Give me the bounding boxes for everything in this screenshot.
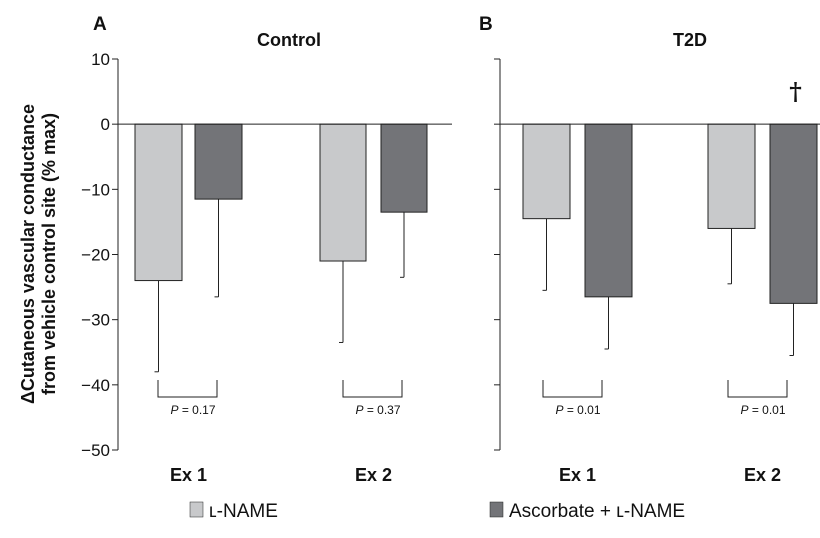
- legend-label: Ascorbate + ʟ-NAME: [509, 501, 685, 522]
- y-tick-label: 10: [91, 50, 110, 69]
- y-tick-label: −10: [81, 180, 110, 199]
- y-axis-label: ΔCutaneous vascular conductance from veh…: [18, 104, 59, 404]
- significance-bracket: [542, 380, 603, 398]
- significance-bracket: [157, 380, 218, 398]
- panel-b: B T2D P = 0.01 P = 0.01 † Ex 1 Ex 2: [479, 14, 820, 485]
- bar: [584, 123, 633, 298]
- panel-letter: A: [93, 14, 107, 35]
- x-category-label: Ex 2: [744, 465, 781, 485]
- panel-letter: B: [479, 14, 493, 35]
- legend-swatch: [489, 501, 504, 518]
- bar: [707, 123, 756, 229]
- legend-item: Ascorbate + ʟ-NAME: [489, 501, 685, 522]
- bar: [522, 123, 571, 220]
- p-value-label: P = 0.01: [555, 403, 600, 417]
- legend: ʟ-NAME Ascorbate + ʟ-NAME: [189, 501, 685, 522]
- bar: [380, 123, 428, 213]
- significance-marker: †: [789, 77, 802, 106]
- y-tick-label: −40: [81, 376, 110, 395]
- bar: [319, 123, 367, 262]
- y-axis-label-line-2: from vehicle control site (% max): [39, 113, 59, 395]
- panel-title: T2D: [673, 30, 707, 50]
- y-tick-label: −50: [81, 441, 110, 460]
- p-value-label: P = 0.01: [740, 403, 785, 417]
- legend-label: ʟ-NAME: [209, 501, 278, 522]
- panel-a: A Control 10 0 −10 −20 −30 −40 −50 P = 0.17 P = 0.…: [81, 14, 452, 485]
- y-tick-label: 0: [101, 115, 110, 134]
- significance-bracket: [342, 380, 403, 398]
- bar: [194, 123, 243, 200]
- x-category-label: Ex 1: [559, 465, 596, 485]
- bar: [134, 123, 183, 282]
- significance-bracket: [727, 380, 788, 398]
- x-category-label: Ex 1: [170, 465, 207, 485]
- y-tick-label: −30: [81, 311, 110, 330]
- p-value-label: P = 0.37: [355, 403, 400, 417]
- legend-swatch: [189, 501, 204, 518]
- y-tick-label: −20: [81, 246, 110, 265]
- y-axis-label-line-1: ΔCutaneous vascular conductance: [18, 104, 38, 404]
- legend-item: ʟ-NAME: [189, 501, 278, 522]
- x-category-label: Ex 2: [355, 465, 392, 485]
- p-value-label: P = 0.17: [170, 403, 215, 417]
- panel-title: Control: [257, 30, 321, 50]
- bar: [769, 123, 818, 304]
